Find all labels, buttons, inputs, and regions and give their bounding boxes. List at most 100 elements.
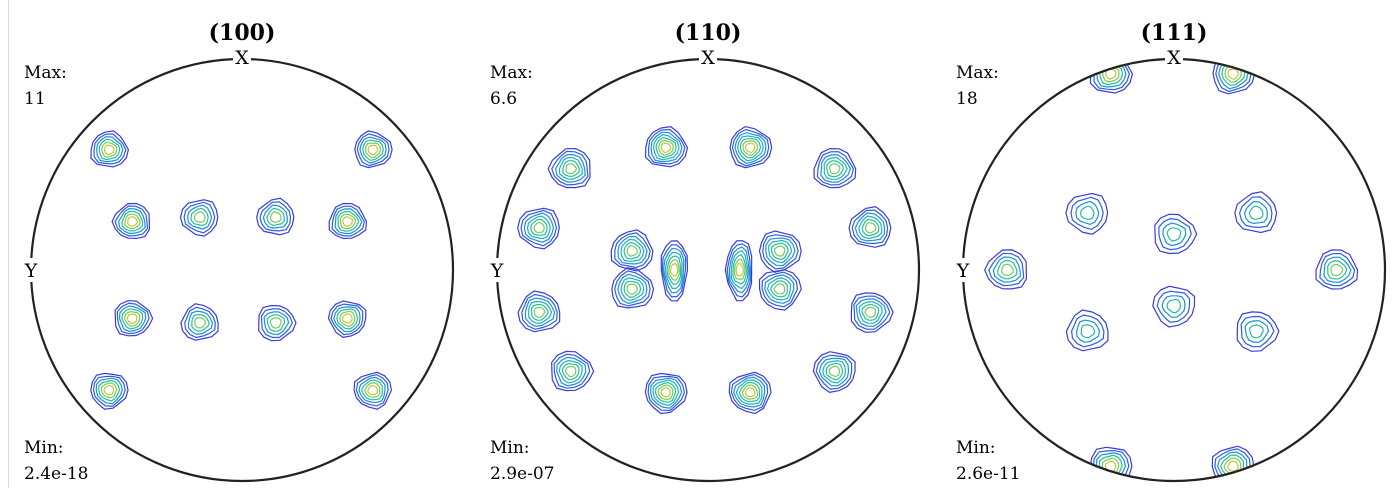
contour-line bbox=[101, 141, 118, 158]
contour-peak bbox=[353, 371, 393, 410]
contour-line bbox=[1234, 191, 1278, 234]
contour-line bbox=[123, 310, 141, 327]
contour-line bbox=[360, 379, 383, 401]
contour-line bbox=[734, 132, 767, 165]
min-value: 2.4e-18 bbox=[24, 464, 88, 484]
contour-line bbox=[729, 125, 773, 169]
pole-figure-1: (100)X Y Max: 11 Min: 2.4e-18 bbox=[23, 20, 455, 484]
contour-line bbox=[342, 216, 354, 227]
contour-peak bbox=[610, 229, 654, 272]
contour-line bbox=[647, 128, 686, 165]
contour-line bbox=[190, 207, 209, 227]
contour-peak bbox=[1154, 213, 1198, 255]
contour-line bbox=[620, 238, 645, 262]
contour-peak bbox=[850, 292, 894, 333]
contour-line bbox=[828, 163, 841, 175]
axis-label-y: Y bbox=[490, 260, 504, 282]
contour-line bbox=[652, 134, 680, 161]
contour-line bbox=[1315, 249, 1359, 290]
contour-peak bbox=[984, 249, 1028, 290]
max-label: Max: bbox=[24, 63, 67, 83]
contour-line bbox=[1070, 196, 1104, 231]
contour-line bbox=[820, 154, 852, 183]
contour-line bbox=[1166, 227, 1182, 242]
contour-line bbox=[1240, 315, 1275, 348]
contour-line bbox=[766, 277, 792, 301]
contour-line bbox=[738, 381, 761, 403]
y-label-bg bbox=[955, 258, 971, 282]
contour-line bbox=[179, 199, 219, 237]
contour-peak bbox=[327, 300, 367, 339]
contour-line bbox=[1001, 263, 1015, 276]
contour-line bbox=[661, 244, 687, 298]
contour-group bbox=[984, 59, 1359, 481]
contour-line bbox=[359, 136, 387, 164]
contour-peak bbox=[180, 303, 219, 341]
contour-line bbox=[556, 356, 587, 387]
contour-line bbox=[564, 366, 577, 378]
contour-line bbox=[744, 387, 756, 398]
contour-line bbox=[367, 144, 379, 156]
contour-line bbox=[657, 139, 674, 156]
contour-line bbox=[611, 267, 655, 309]
contour-peak bbox=[1152, 285, 1196, 328]
contour-line bbox=[652, 379, 680, 407]
contour-line bbox=[626, 283, 639, 295]
contour-line bbox=[124, 213, 141, 229]
contour-line bbox=[551, 150, 589, 186]
contour-line bbox=[364, 382, 381, 398]
contour-line bbox=[1236, 311, 1280, 352]
contour-line bbox=[528, 300, 553, 324]
contour-peak bbox=[256, 197, 295, 236]
contour-line bbox=[100, 382, 118, 399]
contour-line bbox=[823, 157, 848, 180]
contour-line bbox=[256, 197, 295, 236]
contour-peak bbox=[812, 351, 856, 394]
x-label-bg bbox=[1165, 47, 1183, 69]
contour-line bbox=[103, 384, 115, 396]
contour-line bbox=[118, 305, 147, 333]
pole-figure-2: (110)X Y Max: 6.6 Min: 2.9e-07 bbox=[489, 20, 921, 484]
contour-peak bbox=[111, 202, 151, 240]
contour-line bbox=[551, 350, 595, 392]
contour-line bbox=[1075, 200, 1100, 226]
contour-line bbox=[260, 308, 294, 339]
contour-line bbox=[1065, 309, 1109, 352]
contour-line bbox=[96, 136, 124, 163]
contour-line bbox=[617, 273, 648, 305]
contour-line bbox=[1104, 460, 1117, 472]
contour-peak bbox=[758, 269, 802, 311]
contour-line bbox=[93, 133, 127, 165]
contour-line bbox=[742, 140, 759, 156]
axis-label-y: Y bbox=[24, 260, 38, 282]
contour-line bbox=[773, 245, 786, 257]
contour-line bbox=[724, 240, 753, 302]
contour-peak bbox=[729, 125, 773, 169]
axis-label-x: X bbox=[701, 47, 715, 69]
contour-line bbox=[111, 202, 151, 240]
contour-line bbox=[623, 241, 642, 260]
contour-line bbox=[858, 215, 883, 240]
contour-line bbox=[660, 240, 689, 302]
contour-line bbox=[520, 209, 558, 247]
contour-line bbox=[1243, 200, 1268, 225]
contour-line bbox=[184, 306, 216, 339]
contour-line bbox=[356, 133, 390, 167]
figure-title: (110) bbox=[675, 20, 742, 46]
contour-line bbox=[558, 359, 583, 384]
contour-line bbox=[816, 151, 855, 186]
contour-line bbox=[533, 306, 546, 318]
contour-line bbox=[828, 365, 841, 378]
contour-line bbox=[114, 205, 149, 237]
contour-peak bbox=[1236, 311, 1280, 352]
contour-line bbox=[668, 259, 680, 281]
contour-peak bbox=[90, 130, 130, 168]
contour-line bbox=[855, 298, 887, 327]
max-label: Max: bbox=[490, 63, 533, 83]
contour-line bbox=[1330, 263, 1344, 277]
contour-line bbox=[367, 384, 379, 396]
contour-line bbox=[533, 221, 545, 234]
contour-peak bbox=[258, 304, 297, 342]
contour-line bbox=[1162, 222, 1187, 247]
contour-line bbox=[258, 304, 297, 342]
